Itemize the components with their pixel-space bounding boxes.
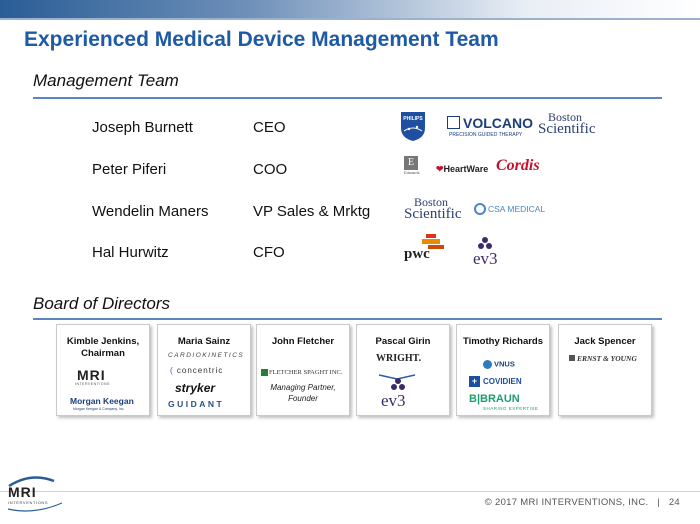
philips-logo: PHILIPS [398,110,428,142]
manager-name: Hal Hurwitz [92,244,169,261]
boston-scientific-logo: Boston Scientific [404,195,462,222]
ev3-logo: ev3 [379,377,419,410]
manager-name: Joseph Burnett [92,119,193,136]
board-member-note: Managing Partner, Founder [270,383,336,403]
board-member-name: Kimble Jenkins, Chairman [66,336,140,359]
svg-text:MRI: MRI [8,484,37,500]
wright-logo: WRIGHT. [376,353,422,364]
vnus-logo: VNUS [483,359,515,369]
board-member-name: Timothy Richards [462,336,544,347]
guidant-logo: GUIDANT [168,399,225,409]
manager-role: CFO [253,244,285,261]
board-heading: Board of Directors [33,294,170,313]
svg-text:INTERVENTIONS: INTERVENTIONS [8,500,48,505]
bbraun-logo: B|BRAUN [469,393,520,405]
board-member-card: Kimble Jenkins, Chairman MRI INTERVENTIO… [56,324,150,416]
manager-role: CEO [253,119,286,136]
csa-icon [474,203,486,215]
manager-name: Peter Piferi [92,161,167,178]
board-member-name: Pascal Girin [375,336,431,347]
covidien-logo: + COVIDIEN [469,376,522,387]
management-rule [33,97,662,99]
morgan-keegan-logo: Morgan Keegan [70,396,134,406]
top-banner [0,0,700,18]
mri-interventions-logo: MRI INTERVENTIONS [6,472,66,512]
edwards-logo: E Edwards [404,156,420,175]
board-member-card: Maria Sainz CARDIOKINETICS ( concentric … [157,324,251,416]
footer-text: © 2017 MRI INTERVENTIONS, INC. | 24 [484,497,680,508]
slide-title: Experienced Medical Device Management Te… [24,28,499,51]
board-member-name: John Fletcher [271,336,335,347]
svg-text:ev3: ev3 [473,249,498,266]
management-heading: Management Team [33,71,179,90]
svg-text:ev3: ev3 [381,391,406,409]
cardiokinetics-logo: CARDIOKINETICS [168,352,245,359]
board-member-card: Jack Spencer ERNST & YOUNG [558,324,652,416]
board-member-name: Jack Spencer [574,336,636,347]
board-member-card: Timothy Richards VNUS + COVIDIEN B|BRAUN … [456,324,550,416]
fletcher-spaght-logo: FLETCHER SPAGHT INC. [261,369,343,377]
morgan-keegan-sub: Morgan Keegan & Company, Inc. [73,407,125,411]
mri-logo: MRI [77,367,106,383]
board-member-card: Pascal Girin WRIGHT. ev3 [356,324,450,416]
csa-medical-logo: CSA MEDICAL [474,203,545,215]
mri-logo-sub: INTERVENTIONS [75,382,110,386]
board-rule [33,318,662,320]
volcano-icon [447,116,460,130]
heartware-logo: ❤HeartWare [436,164,489,174]
board-member-name: Maria Sainz [177,336,231,347]
volcano-logo: VOLCANO PRECISION GUIDED THERAPY [447,114,533,138]
ernst-young-logo: ERNST & YOUNG [569,354,637,363]
boston-scientific-logo: Boston Scientific [538,110,596,137]
pwc-logo: pwc [404,234,448,264]
footer-rule [0,491,700,492]
manager-name: Wendelin Maners [92,203,209,220]
stryker-logo: stryker [175,381,216,395]
heartware-icon: ❤ [436,164,444,174]
board-member-card: John Fletcher FLETCHER SPAGHT INC. Manag… [256,324,350,416]
top-banner-line [0,18,700,20]
concentric-logo: ( concentric [170,366,224,375]
philips-text: PHILIPS [403,116,423,122]
manager-role: VP Sales & Mrktg [253,203,371,220]
ev3-logo: ev3 [471,236,511,268]
wright-swoosh-icon [377,367,417,380]
manager-role: COO [253,161,288,178]
cordis-logo: Cordis [496,157,540,174]
bbraun-tagline: SHARING EXPERTISE [483,406,539,411]
